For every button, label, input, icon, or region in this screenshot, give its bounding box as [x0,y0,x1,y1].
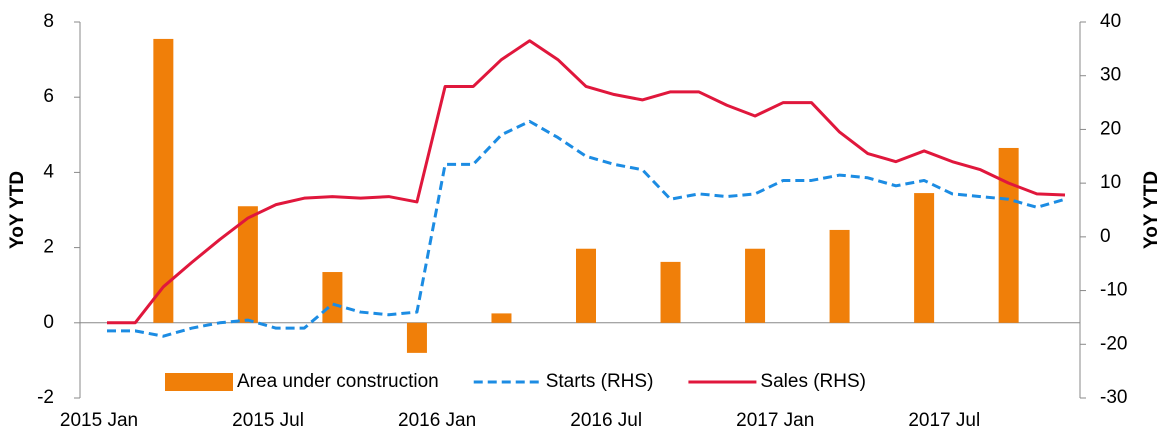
y-tick-label: 0 [43,312,54,333]
bar [322,272,343,323]
bar [576,248,596,323]
y-tick-label: -2 [37,387,54,408]
bar [998,147,1019,323]
y2-tick-label: 20 [1100,118,1121,139]
legend-label: Starts (RHS) [546,371,654,392]
x-tick-label: 2017 Jul [908,410,980,431]
x-tick-label: 2015 Jan [60,410,138,431]
y-axis-title: YoY YTD [7,171,28,249]
bar [491,313,512,323]
bar [153,38,174,323]
y-tick-label: 6 [43,86,54,107]
y2-axis-title: YoY YTD [1141,171,1162,249]
legend-label: Area under construction [237,371,439,392]
legend: Area under construction Starts (RHS) Sales… [165,371,866,392]
bar [745,248,766,323]
bar [406,322,427,353]
y2-tick-label: 0 [1100,226,1111,247]
legend-swatch [165,373,233,391]
x-tick-label: 2015 Jul [232,410,304,431]
bar [829,229,850,323]
line-series [107,119,1066,338]
y2-tick-label: 30 [1100,65,1121,86]
bar [237,206,258,323]
y2-tick-label: -30 [1100,387,1127,408]
y-tick-label: 8 [43,11,54,32]
x-tick-label: 2016 Jan [398,410,476,431]
y2-tick-label: 40 [1100,11,1121,32]
legend-label: Sales (RHS) [760,371,866,392]
x-tick-label: 2016 Jul [570,410,642,431]
line-series [107,39,1066,325]
x-tick-label: 2017 Jan [736,410,814,431]
bar [914,193,935,323]
y-tick-label: 2 [43,237,54,258]
y-tick-label: 4 [43,161,54,182]
bar [660,261,681,323]
y2-tick-label: -10 [1100,280,1127,301]
y2-tick-label: 10 [1100,172,1121,193]
y2-tick-label: -20 [1100,333,1127,354]
